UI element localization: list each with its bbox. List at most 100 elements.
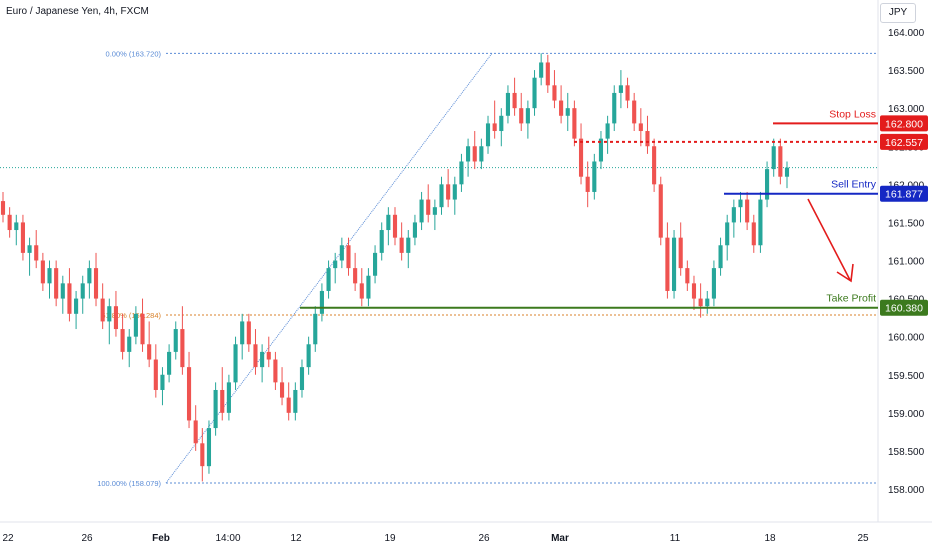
candle-body[interactable] <box>412 222 417 238</box>
candle-body[interactable] <box>685 268 690 284</box>
candle-body[interactable] <box>167 351 172 375</box>
candle-body[interactable] <box>34 245 39 261</box>
candle-body[interactable] <box>240 321 245 345</box>
candle-body[interactable] <box>20 222 25 253</box>
candle-body[interactable] <box>765 169 770 200</box>
candle-body[interactable] <box>545 62 550 86</box>
candle-body[interactable] <box>479 146 484 162</box>
candle-body[interactable] <box>93 268 99 299</box>
candle-body[interactable] <box>213 389 218 429</box>
candle-body[interactable] <box>173 329 178 352</box>
candle-body[interactable] <box>253 344 258 368</box>
candle-body[interactable] <box>346 245 351 269</box>
candle-body[interactable] <box>306 344 311 368</box>
candle-body[interactable] <box>326 268 331 291</box>
candle-body[interactable] <box>279 382 285 398</box>
candle-body[interactable] <box>652 146 657 185</box>
candle-body[interactable] <box>665 237 670 291</box>
candle-body[interactable] <box>153 359 158 390</box>
candle-body[interactable] <box>127 336 132 352</box>
candle-body[interactable] <box>758 199 763 246</box>
candle-body[interactable] <box>260 351 265 368</box>
candle-body[interactable] <box>186 367 192 421</box>
candle-body[interactable] <box>246 321 251 345</box>
candle-body[interactable] <box>14 222 19 231</box>
candle-body[interactable] <box>120 329 125 352</box>
candle-body[interactable] <box>0 201 6 215</box>
candle-body[interactable] <box>87 268 92 284</box>
candle-body[interactable] <box>147 344 152 360</box>
candle-body[interactable] <box>585 176 590 192</box>
candle-body[interactable] <box>67 283 72 314</box>
candle-body[interactable] <box>266 351 271 360</box>
candle-body[interactable] <box>499 115 504 132</box>
candle-body[interactable] <box>559 100 564 116</box>
candle-body[interactable] <box>565 108 570 116</box>
candle-body[interactable] <box>74 298 79 314</box>
candle-body[interactable] <box>439 184 444 208</box>
candle-body[interactable] <box>711 268 716 299</box>
candle-body[interactable] <box>226 382 231 413</box>
candle-body[interactable] <box>113 306 119 330</box>
candle-body[interactable] <box>200 443 205 467</box>
candle-body[interactable] <box>133 313 138 337</box>
candle-body[interactable] <box>466 146 471 162</box>
candle-body[interactable] <box>107 306 112 322</box>
candle-body[interactable] <box>399 237 404 253</box>
candle-body[interactable] <box>426 199 431 215</box>
candle-body[interactable] <box>339 245 344 261</box>
candle-body[interactable] <box>193 420 198 444</box>
candle-body[interactable] <box>273 359 278 383</box>
candle-body[interactable] <box>47 268 52 284</box>
candle-body[interactable] <box>745 199 750 223</box>
candle-body[interactable] <box>419 199 424 223</box>
candle-body[interactable] <box>525 108 530 124</box>
candle-body[interactable] <box>572 108 577 139</box>
candle-body[interactable] <box>54 268 59 299</box>
candle-body[interactable] <box>738 199 743 208</box>
candle-body[interactable] <box>40 260 45 284</box>
candle-body[interactable] <box>539 62 544 78</box>
candle-body[interactable] <box>160 374 165 390</box>
candle-body[interactable] <box>472 146 477 162</box>
candle-body[interactable] <box>605 123 610 139</box>
candle-body[interactable] <box>625 85 630 101</box>
candle-body[interactable] <box>452 184 457 200</box>
candle-body[interactable] <box>698 298 703 307</box>
candle-body[interactable] <box>392 214 398 238</box>
candle-body[interactable] <box>638 123 643 132</box>
candle-body[interactable] <box>7 214 12 231</box>
candle-body[interactable] <box>618 85 623 93</box>
candle-body[interactable] <box>446 184 451 200</box>
candle-body[interactable] <box>140 313 145 345</box>
candle-body[interactable] <box>578 138 584 177</box>
candle-body[interactable] <box>299 367 305 390</box>
candle-body[interactable] <box>492 123 497 132</box>
candle-body[interactable] <box>598 138 604 162</box>
candle-body[interactable] <box>731 207 736 223</box>
candle-body[interactable] <box>784 167 790 177</box>
candle-body[interactable] <box>751 222 756 246</box>
candle-body[interactable] <box>705 298 710 307</box>
candle-body[interactable] <box>319 290 324 314</box>
candle-body[interactable] <box>379 230 384 253</box>
candle-body[interactable] <box>432 207 437 215</box>
candle-body[interactable] <box>233 344 238 383</box>
candle-body[interactable] <box>100 298 105 322</box>
candle-body[interactable] <box>359 283 364 299</box>
candle-body[interactable] <box>286 397 291 413</box>
currency-button[interactable]: JPY <box>880 3 916 23</box>
candle-body[interactable] <box>485 123 491 147</box>
candle-body[interactable] <box>206 428 212 467</box>
candle-body[interactable] <box>180 329 185 368</box>
candle-body[interactable] <box>386 214 391 231</box>
candle-body[interactable] <box>512 92 517 109</box>
candle-body[interactable] <box>778 146 783 177</box>
candle-body[interactable] <box>771 146 776 170</box>
candle-body[interactable] <box>60 283 65 299</box>
candle-body[interactable] <box>552 85 557 101</box>
candle-body[interactable] <box>505 92 511 116</box>
candle-body[interactable] <box>691 283 697 299</box>
candle-body[interactable] <box>353 268 358 284</box>
